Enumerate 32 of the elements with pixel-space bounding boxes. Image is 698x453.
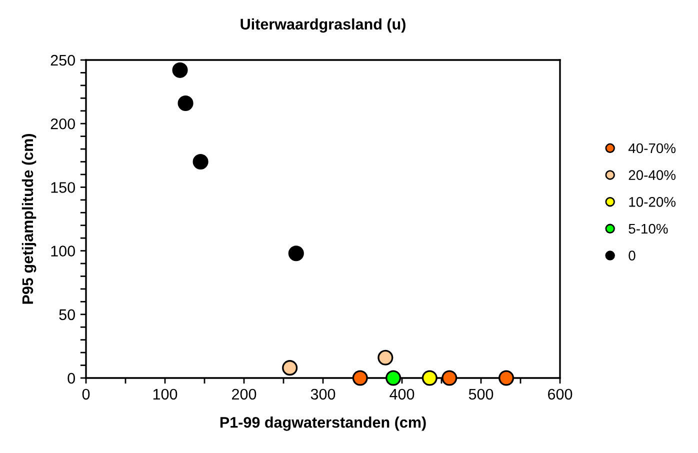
- y-axis-title: P95 getijamplitude (cm): [22, 134, 36, 304]
- x-tick-label: 100: [153, 388, 178, 400]
- x-tick-label: 500: [468, 388, 494, 400]
- x-tick-label: 0: [82, 388, 90, 400]
- legend-label: 0: [628, 250, 636, 260]
- point: [178, 95, 194, 112]
- y-tick-label: 150: [51, 182, 75, 193]
- chart-title: Uiterwaardgrasland (u): [240, 18, 406, 33]
- point: [282, 360, 298, 376]
- x-tick-label: 200: [232, 388, 256, 400]
- y-tick-label: 50: [59, 309, 75, 320]
- y-tick-label: 250: [50, 54, 75, 66]
- x-tick-label: 400: [390, 388, 414, 400]
- y-tick-label: 100: [51, 246, 75, 256]
- point: [352, 370, 368, 386]
- point: [386, 370, 402, 386]
- point: [498, 370, 514, 386]
- legend-label: 20-40%: [628, 170, 676, 180]
- y-tick-label: 0: [68, 372, 75, 384]
- x-tick-label: 300: [310, 388, 336, 400]
- legend-label: 10-20%: [629, 196, 676, 207]
- point: [288, 246, 304, 262]
- point: [172, 62, 188, 78]
- point: [442, 370, 458, 386]
- point: [422, 370, 438, 386]
- legend-label: 40-70%: [628, 143, 676, 154]
- point: [378, 350, 394, 366]
- x-axis-title: P1-99 dagwaterstanden (cm): [220, 416, 426, 431]
- point: [192, 154, 208, 170]
- x-tick-label: 600: [548, 388, 572, 400]
- legend-label: 5-10%: [628, 224, 668, 234]
- y-tick-label: 200: [50, 118, 75, 130]
